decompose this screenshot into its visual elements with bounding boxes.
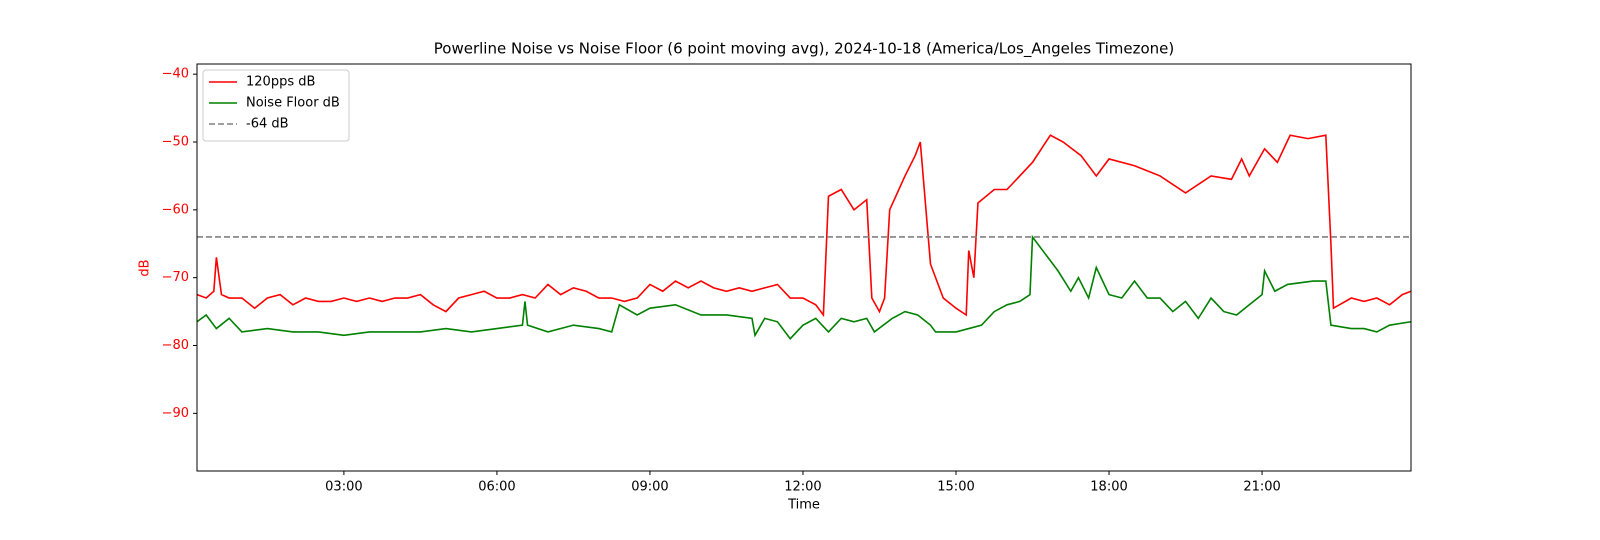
x-tick-label: 03:00: [325, 480, 362, 495]
y-tick-label: −40: [162, 67, 189, 82]
x-axis-label: Time: [787, 498, 820, 513]
legend-label: Noise Floor dB: [246, 96, 340, 111]
legend-box: [202, 69, 350, 142]
x-tick-label: 21:00: [1243, 480, 1280, 495]
y-tick-label: −80: [162, 338, 189, 353]
y-tick-label: −70: [162, 270, 189, 285]
series-line: [196, 134, 1412, 318]
legend-label: 120pps dB: [246, 75, 315, 90]
legend-label: -64 dB: [246, 117, 289, 132]
plot-frame: [196, 63, 1412, 472]
x-tick-label: 15:00: [937, 480, 974, 495]
y-tick-label: −90: [162, 406, 189, 421]
chart-title: Powerline Noise vs Noise Floor (6 point …: [434, 40, 1174, 59]
x-tick-label: 18:00: [1090, 480, 1127, 495]
x-tick-label: 12:00: [784, 480, 821, 495]
y-tick-label: −50: [162, 135, 189, 150]
x-tick-label: 09:00: [631, 480, 668, 495]
y-axis-label: dB: [138, 259, 153, 276]
series-line: [196, 234, 1412, 340]
y-tick-label: −60: [162, 202, 189, 217]
x-tick-label: 06:00: [478, 480, 515, 495]
